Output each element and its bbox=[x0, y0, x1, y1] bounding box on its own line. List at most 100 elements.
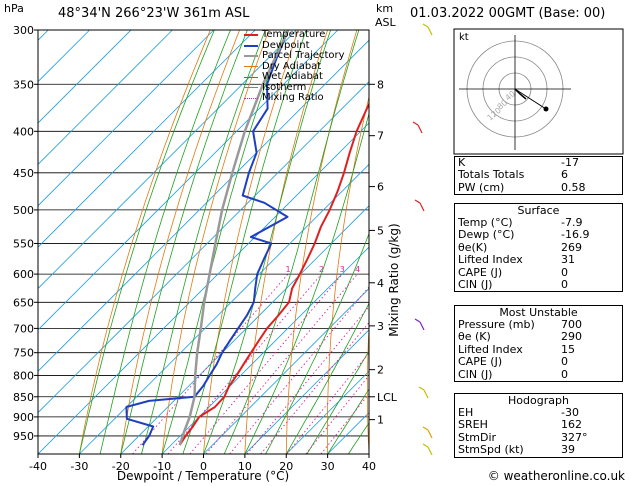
isotherm-line bbox=[38, 30, 297, 290]
row-value: 15 bbox=[561, 342, 575, 356]
x-tick-label: 30 bbox=[321, 460, 335, 473]
pressure-tick-label: 700 bbox=[13, 322, 34, 335]
table-row: Pressure (mb) 700 bbox=[455, 318, 622, 331]
row-label: Lifted Index bbox=[458, 253, 523, 267]
table-row: θe (K) 290 bbox=[455, 330, 622, 344]
x-tick-label: -40 bbox=[29, 460, 47, 473]
isotherm-line bbox=[79, 163, 369, 454]
row-value: 290 bbox=[561, 330, 582, 344]
row-label: SREH bbox=[458, 418, 488, 432]
km-tick-label: 3 bbox=[377, 320, 384, 333]
table-row: K -17 bbox=[455, 156, 622, 169]
legend-label: Dewpoint bbox=[262, 39, 310, 51]
wind-barb-flag bbox=[422, 426, 429, 431]
table-row: Dewp (°C) -16.9 bbox=[455, 228, 622, 242]
grid-layer: 12346810152025 bbox=[0, 30, 438, 454]
x-tick-label: -30 bbox=[70, 460, 88, 473]
wet-adiabat-line bbox=[99, 30, 231, 454]
isotherm-line bbox=[0, 30, 7, 454]
wind-barbs bbox=[412, 23, 433, 456]
pressure-tick-label: 800 bbox=[13, 369, 34, 382]
mixing-ratio-label: 4 bbox=[355, 265, 360, 274]
wet-adiabat-line bbox=[306, 350, 369, 454]
row-value: 700 bbox=[561, 318, 582, 331]
km-tick-label: 5 bbox=[377, 224, 384, 237]
table-row: θe(K) 269 bbox=[455, 241, 622, 254]
isotherm-line bbox=[38, 30, 173, 165]
storm-motion-dot bbox=[543, 106, 549, 112]
legend-entry: Temperature bbox=[244, 29, 345, 41]
wind-barb bbox=[423, 389, 429, 399]
km-tick-label: 1 bbox=[377, 414, 384, 427]
most-unstable-table: Most Unstable Pressure (mb) 700 θe (K) 290 Li… bbox=[454, 305, 623, 382]
mixing-ratio-label: 3 bbox=[340, 265, 345, 274]
row-value: 0 bbox=[561, 277, 568, 291]
mixing-ratio-line bbox=[286, 352, 369, 454]
row-label: PW (cm) bbox=[458, 180, 505, 194]
legend-label: Mixing Ratio bbox=[262, 92, 324, 103]
legend-entry: Wet Adiabat bbox=[244, 71, 345, 83]
row-value: 6 bbox=[561, 168, 568, 182]
row-value: 162 bbox=[561, 418, 582, 432]
chart-legend: Temperature Dewpoint Parcel Trajectory Dry … bbox=[244, 29, 345, 104]
x-tick-label: 10 bbox=[238, 460, 252, 473]
wet-adiabat-line bbox=[182, 30, 307, 454]
row-value: 39 bbox=[561, 443, 575, 457]
row-value: 0 bbox=[561, 265, 568, 279]
wet-adiabat-line bbox=[327, 388, 369, 454]
wind-barb bbox=[427, 446, 433, 456]
row-value: 0 bbox=[561, 355, 568, 369]
wet-adiabat-line bbox=[161, 30, 286, 454]
row-value: 0 bbox=[561, 367, 568, 381]
table-title: Surface bbox=[517, 204, 560, 217]
legend-entry: Dry Adiabat bbox=[244, 60, 345, 73]
pressure-tick-label: 300 bbox=[13, 24, 34, 37]
wet-adiabat-line bbox=[265, 232, 369, 454]
storm-motion-vector bbox=[514, 88, 547, 110]
mixing-ratio-line bbox=[246, 305, 369, 454]
location-label: 48°34'N 266°23'W 361m ASL bbox=[58, 6, 250, 21]
pressure-tick-label: 650 bbox=[13, 296, 34, 309]
dry-adiabat-line bbox=[367, 320, 369, 454]
row-label: CIN (J) bbox=[458, 367, 493, 381]
legend-label: Dry Adiabat bbox=[262, 60, 322, 72]
x-tick-label: 0 bbox=[200, 460, 207, 473]
table-row: Temp (°C) -7.9 bbox=[455, 216, 622, 229]
pressure-tick-label: 500 bbox=[13, 204, 34, 217]
wind-barb-flag bbox=[418, 386, 425, 391]
legend-entry: Parcel Trajectory bbox=[244, 50, 345, 62]
wind-barb-flag bbox=[422, 443, 429, 448]
km-tick-label: 6 bbox=[377, 181, 384, 194]
legend-label: Wet Adiabat bbox=[262, 71, 323, 82]
series-temperature bbox=[178, 102, 369, 446]
legend-entry: Isotherm bbox=[244, 82, 345, 94]
mixing-ratio-label: 15 bbox=[428, 265, 438, 274]
table-row: CAPE (J) 0 bbox=[455, 355, 622, 369]
wind-barb bbox=[419, 202, 425, 212]
row-value: 0.58 bbox=[561, 180, 586, 194]
mixing-ratio-label: 10 bbox=[404, 265, 414, 274]
pressure-tick-label: 450 bbox=[13, 167, 34, 180]
isotherm-line bbox=[120, 205, 369, 454]
wind-barb-flag bbox=[414, 199, 421, 204]
pressure-tick-label: 900 bbox=[13, 411, 34, 424]
row-label: Dewp (°C) bbox=[458, 228, 515, 242]
legend-label: Parcel Trajectory bbox=[262, 50, 345, 61]
wind-barb bbox=[419, 321, 425, 331]
series-parcel-trajectory bbox=[178, 30, 290, 446]
series-layer bbox=[125, 30, 369, 446]
x-tick-label: -20 bbox=[112, 460, 130, 473]
isotherm-line bbox=[38, 30, 132, 124]
mixing-ratio-line bbox=[189, 273, 343, 454]
wind-barb bbox=[427, 26, 433, 36]
table-row: CIN (J) 0 bbox=[455, 367, 622, 381]
legend-swatch bbox=[244, 66, 258, 68]
series-dewpoint bbox=[125, 30, 290, 446]
wind-barb-flag bbox=[414, 318, 421, 323]
table-title: Most Unstable bbox=[499, 306, 578, 319]
pressure-tick-label: 850 bbox=[13, 391, 34, 404]
row-value: -7.9 bbox=[561, 216, 583, 229]
copyright-footer: © weatheronline.co.uk bbox=[487, 469, 625, 483]
pressure-tick-label: 350 bbox=[13, 78, 34, 91]
wet-adiabat-line bbox=[120, 30, 248, 454]
